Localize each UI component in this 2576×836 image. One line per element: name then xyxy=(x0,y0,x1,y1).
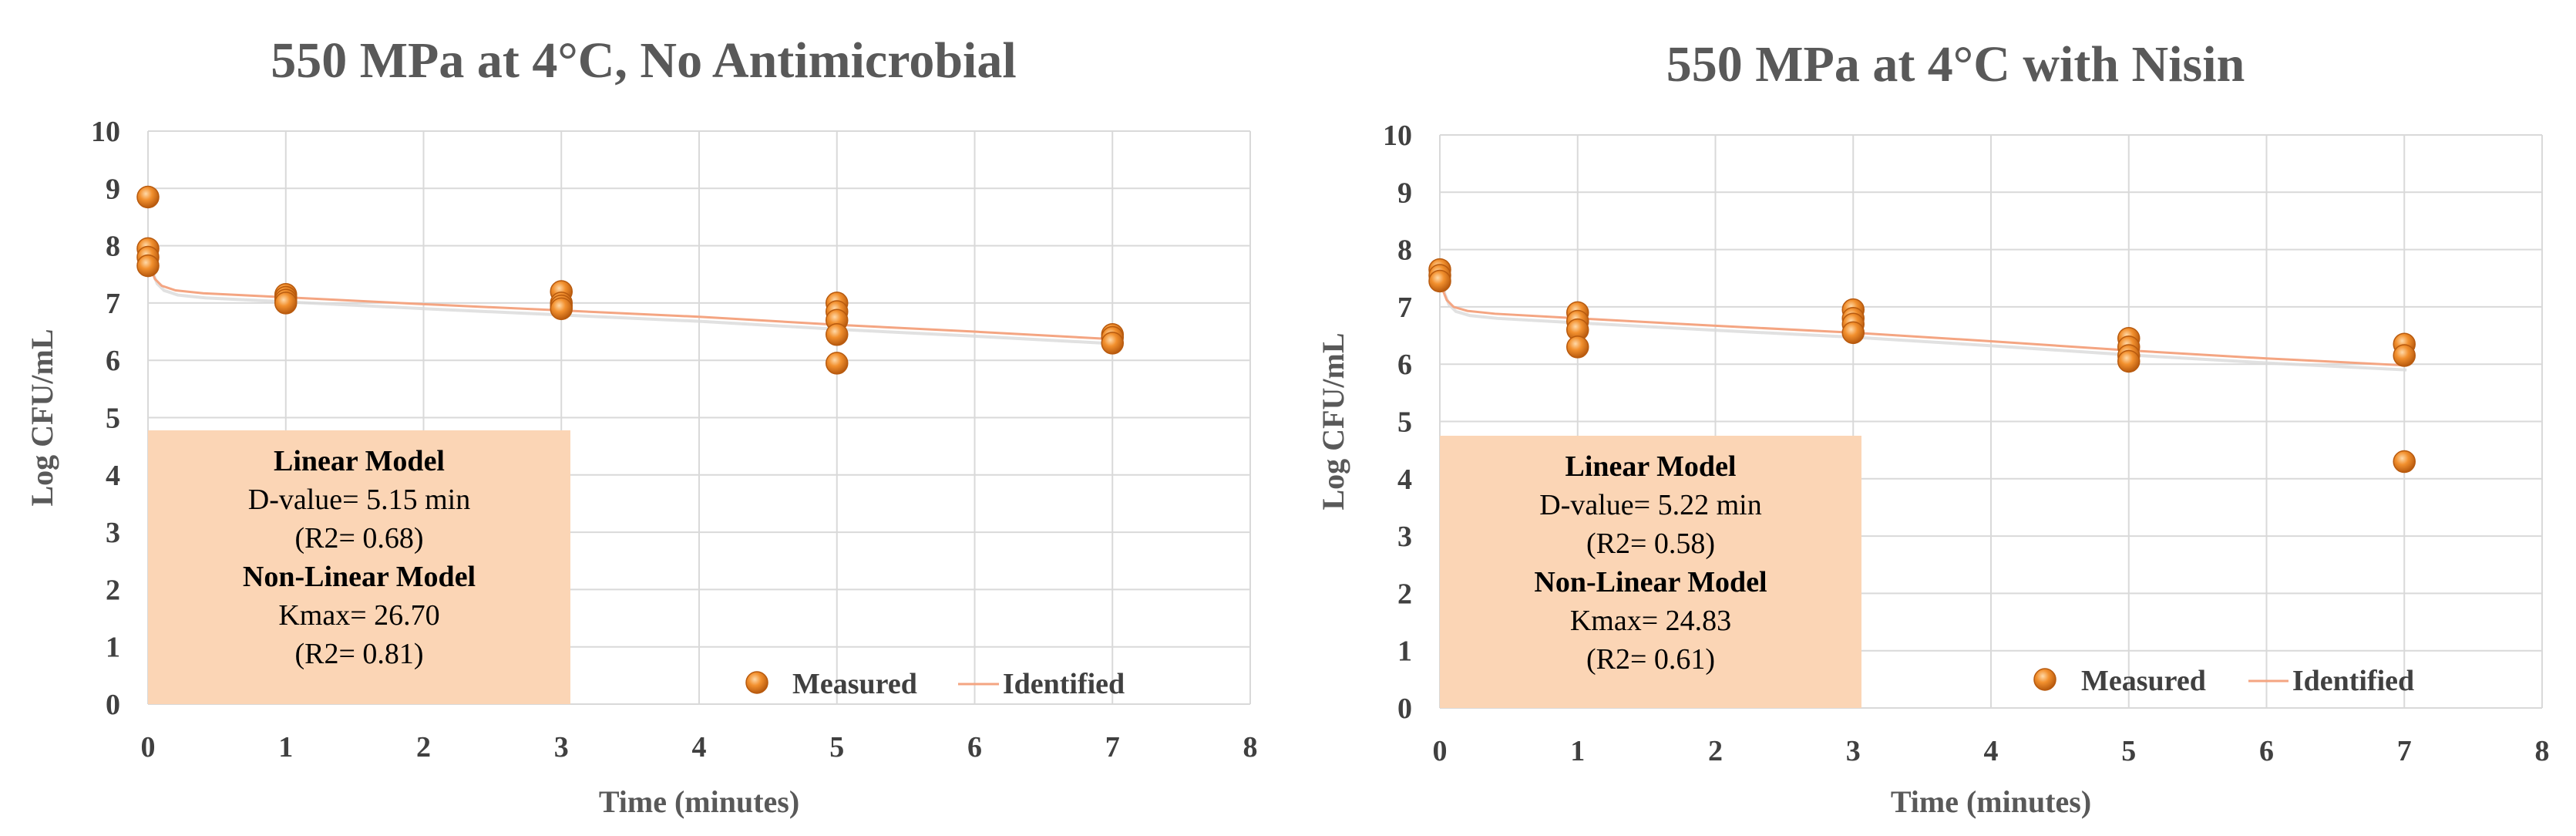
y-tick-label: 5 xyxy=(1397,406,1412,439)
x-tick-label: 0 xyxy=(1433,735,1448,767)
measured-point xyxy=(1566,335,1589,359)
y-tick-label: 0 xyxy=(106,689,120,721)
x-tick-label: 2 xyxy=(416,731,431,764)
annotation-line: (R2= 0.61) xyxy=(1586,643,1715,676)
y-tick-label: 8 xyxy=(106,231,120,263)
annotation-line: Linear Model xyxy=(1565,450,1736,483)
legend-label-identified: Identified xyxy=(2292,665,2414,697)
chart-title: 550 MPa at 4°C, No Antimicrobial xyxy=(271,32,1016,89)
x-tick-label: 6 xyxy=(967,731,982,764)
y-tick-label: 7 xyxy=(1397,292,1412,324)
annotation-box xyxy=(148,430,570,704)
y-tick-label: 3 xyxy=(1397,521,1412,553)
y-tick-label: 9 xyxy=(1397,177,1412,209)
legend-label-measured: Measured xyxy=(792,668,917,700)
x-tick-label: 7 xyxy=(2397,735,2412,767)
y-tick-label: 4 xyxy=(1397,464,1412,496)
x-tick-label: 3 xyxy=(1846,735,1861,767)
y-axis-title: Log CFU/mL xyxy=(25,329,59,507)
measured-point xyxy=(550,297,573,321)
x-tick-label: 0 xyxy=(141,731,156,764)
annotation-line: Non-Linear Model xyxy=(243,561,476,593)
y-tick-label: 9 xyxy=(106,173,120,205)
annotation-line: D-value= 5.22 min xyxy=(1539,489,1761,521)
legend-marker-measured xyxy=(745,671,768,694)
measured-point xyxy=(274,292,298,315)
x-tick-label: 2 xyxy=(1708,735,1723,767)
measured-point xyxy=(826,323,849,346)
measured-point xyxy=(2117,349,2141,373)
x-tick-label: 4 xyxy=(692,731,707,764)
x-tick-label: 8 xyxy=(2535,735,2550,767)
y-tick-label: 10 xyxy=(91,116,120,148)
y-tick-label: 6 xyxy=(1397,349,1412,381)
measured-point xyxy=(136,254,160,278)
x-axis-title: Time (minutes) xyxy=(599,784,799,819)
x-tick-label: 1 xyxy=(1570,735,1585,767)
y-tick-label: 8 xyxy=(1397,234,1412,267)
annotation-line: (R2= 0.58) xyxy=(1586,528,1715,560)
chart-right: 550 MPa at 4°C with Nisin 0 1 2 3 4 5 6 7 8 9 10 0 1 2… xyxy=(1316,36,2550,819)
annotation-line: D-value= 5.15 min xyxy=(248,484,470,516)
measured-point xyxy=(1428,269,1451,293)
y-axis-title: Log CFU/mL xyxy=(1316,333,1350,511)
x-tick-label: 1 xyxy=(278,731,293,764)
measured-point xyxy=(1841,321,1865,345)
annotation-line: (R2= 0.81) xyxy=(294,638,423,670)
y-tick-label: 1 xyxy=(106,632,120,664)
y-tick-label: 7 xyxy=(106,288,120,320)
y-tick-label: 10 xyxy=(1383,120,1412,152)
x-tick-label: 7 xyxy=(1105,731,1120,764)
annotation-box xyxy=(1440,436,1861,708)
x-tick-label: 3 xyxy=(554,731,569,764)
x-tick-label: 4 xyxy=(1984,735,1999,767)
legend-label-identified: Identified xyxy=(1003,668,1125,700)
chart-title: 550 MPa at 4°C with Nisin xyxy=(1666,36,2245,93)
x-tick-label: 5 xyxy=(2121,735,2136,767)
legend-label-measured: Measured xyxy=(2081,665,2206,697)
y-tick-label: 6 xyxy=(106,345,120,377)
annotation-line: (R2= 0.68) xyxy=(294,522,423,555)
x-tick-label: 5 xyxy=(829,731,844,764)
y-tick-label: 1 xyxy=(1397,635,1412,668)
measured-point xyxy=(826,352,849,375)
measured-point xyxy=(2393,450,2416,474)
y-tick-label: 5 xyxy=(106,403,120,435)
y-tick-label: 2 xyxy=(1397,578,1412,610)
annotation-line: Linear Model xyxy=(274,445,445,477)
annotation-line: Kmax= 26.70 xyxy=(278,599,439,632)
measured-point xyxy=(1101,332,1124,355)
measured-point xyxy=(136,185,160,209)
y-tick-label: 0 xyxy=(1397,693,1412,725)
legend-marker-measured xyxy=(2033,668,2056,691)
y-tick-label: 2 xyxy=(106,574,120,606)
y-tick-label: 3 xyxy=(106,517,120,549)
chart-left: 550 MPa at 4°C, No Antimicrobial 0 1 2 3 4 5 6 7… xyxy=(25,32,1258,819)
measured-point xyxy=(2393,344,2416,367)
annotation-line: Kmax= 24.83 xyxy=(1570,605,1731,637)
annotation-line: Non-Linear Model xyxy=(1534,566,1767,598)
x-tick-label: 6 xyxy=(2259,735,2274,767)
y-tick-label: 4 xyxy=(106,460,120,492)
x-tick-label: 8 xyxy=(1243,731,1258,764)
x-axis-title: Time (minutes) xyxy=(1891,784,2091,819)
